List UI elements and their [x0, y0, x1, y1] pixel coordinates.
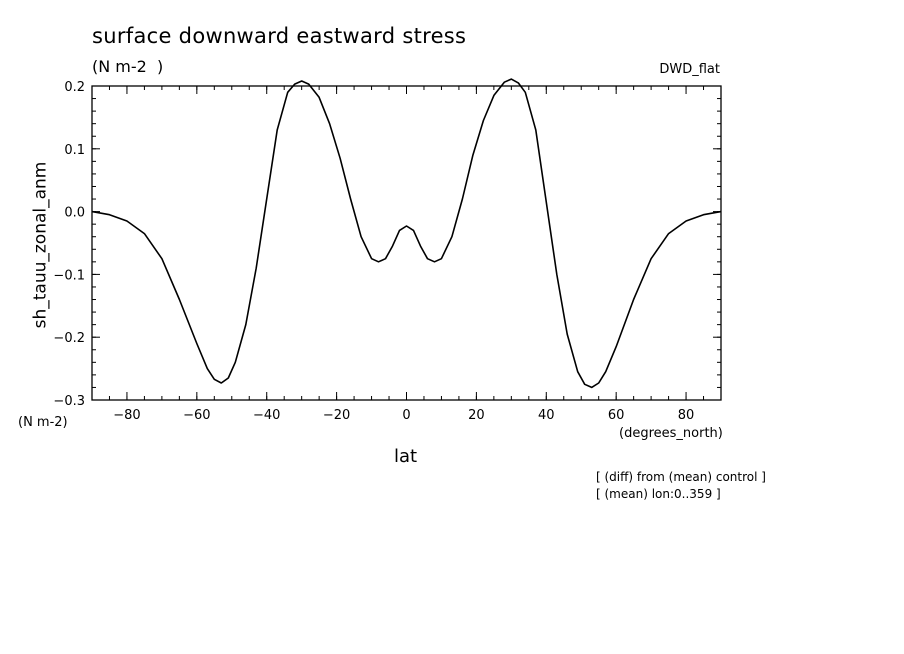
x-tick-label: 20: [468, 408, 485, 423]
y-tick-label: 0.2: [64, 80, 85, 95]
axis-ticks: [91, 85, 722, 401]
chart-title: surface downward eastward stress: [92, 24, 467, 48]
tick-labels: −80 −60 −40 −20 0 20 40 60 80 0.2 0.1 0.0 −0.1 −0.2 −0…: [53, 80, 694, 423]
y-tick-label: 0.1: [64, 143, 85, 158]
x-tick-label: −80: [113, 408, 140, 423]
y-tick-label: −0.2: [53, 331, 85, 346]
y-tick-label: −0.1: [53, 268, 85, 283]
x-tick-label: −60: [183, 408, 210, 423]
run-label: DWD_flat: [659, 62, 720, 77]
x-tick-label: −20: [323, 408, 350, 423]
series-line: [91, 78, 722, 389]
x-tick-label: −40: [253, 408, 280, 423]
x-tick-label: 0: [402, 408, 410, 423]
note-diff: [ (diff) from (mean) control ]: [596, 470, 766, 484]
x-tick-label: 60: [608, 408, 625, 423]
title-units: (N m-2 ): [92, 57, 164, 76]
y-tick-label: −0.3: [53, 394, 85, 409]
x-axis-label: lat: [394, 446, 418, 467]
note-mean: [ (mean) lon:0..359 ]: [596, 487, 721, 501]
x-tick-label: 40: [538, 408, 555, 423]
x-axis-units: (degrees_north): [619, 426, 723, 441]
y-axis-units: (N m-2): [18, 415, 68, 430]
plot-frame: [91, 85, 722, 401]
y-tick-label: 0.0: [64, 206, 85, 221]
x-tick-label: 80: [678, 408, 695, 423]
